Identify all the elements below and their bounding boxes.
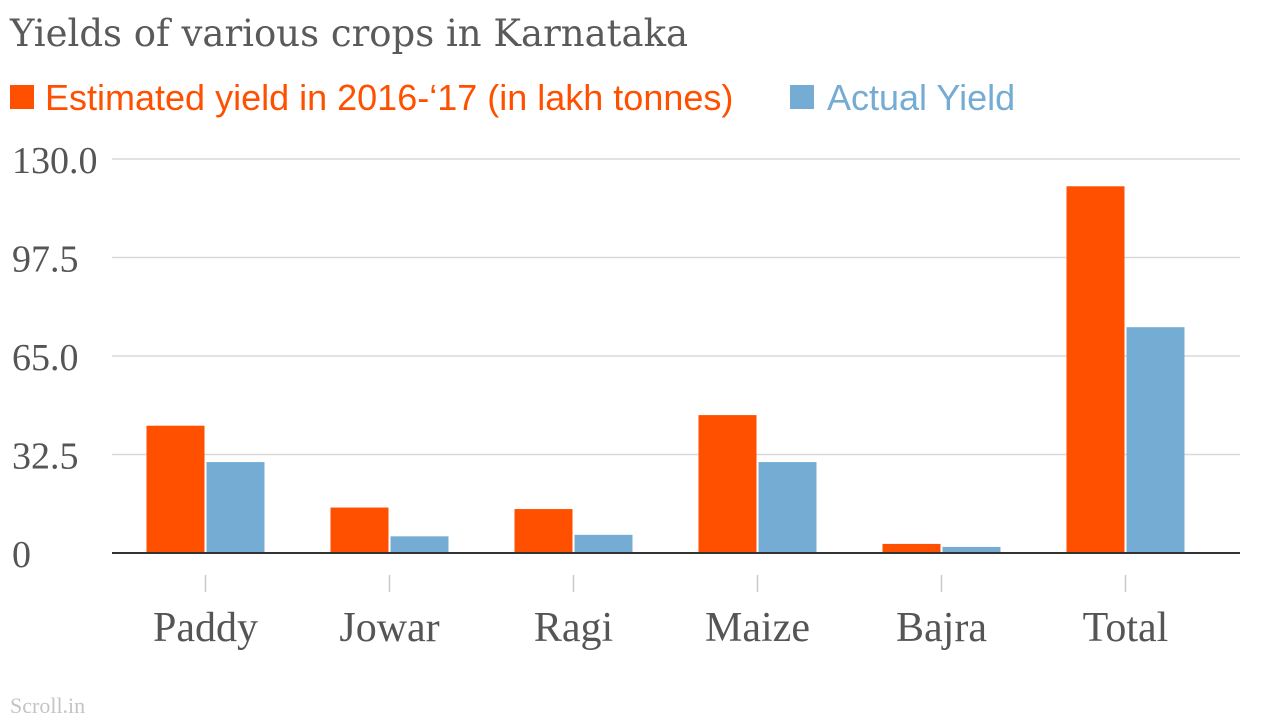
bars — [146, 186, 1185, 553]
bar-ragi-actual — [574, 534, 633, 553]
bar-paddy-estimated — [146, 425, 205, 553]
bar-ragi-estimated — [514, 509, 573, 553]
x-category-label: Ragi — [534, 605, 613, 651]
y-tick-label: 97.5 — [12, 239, 79, 281]
bar-total-estimated — [1066, 186, 1125, 553]
x-axis-ticks — [204, 575, 1127, 592]
bar-total-actual — [1126, 327, 1185, 553]
gridlines — [112, 158, 1240, 456]
bar-jowar-estimated — [330, 507, 389, 553]
legend-label-estimated: Estimated yield in 2016-‘17 (in lakh ton… — [45, 77, 733, 118]
x-category-label: Paddy — [153, 605, 258, 651]
source-credit: Scroll.in — [10, 693, 85, 718]
bar-maize-estimated — [698, 415, 757, 553]
bar-paddy-actual — [206, 462, 265, 553]
x-category-label: Jowar — [339, 605, 439, 651]
y-tick-label: 130.0 — [12, 140, 98, 182]
y-tick-label: 32.5 — [12, 436, 79, 478]
y-tick-label: 65.0 — [12, 337, 79, 379]
chart-title: Yields of various crops in Karnataka — [9, 12, 688, 55]
x-category-label: Bajra — [896, 605, 987, 651]
bar-maize-actual — [758, 462, 817, 553]
x-category-label: Maize — [705, 605, 810, 651]
x-category-label: Total — [1083, 605, 1169, 651]
y-tick-label: 0 — [12, 534, 31, 576]
bar-jowar-actual — [390, 536, 449, 553]
legend-swatch-estimated — [10, 85, 34, 109]
y-axis-tick-labels: 0 32.5 65.0 97.5 130.0 — [12, 140, 98, 576]
x-axis-category-labels: Paddy Jowar Ragi Maize Bajra Total — [153, 605, 1168, 651]
legend-label-actual: Actual Yield — [827, 77, 1015, 118]
bar-bajra-estimated — [882, 543, 941, 553]
legend-swatch-actual — [790, 85, 814, 109]
legend: Estimated yield in 2016-‘17 (in lakh ton… — [10, 77, 1015, 118]
bar-bajra-actual — [942, 546, 1001, 553]
